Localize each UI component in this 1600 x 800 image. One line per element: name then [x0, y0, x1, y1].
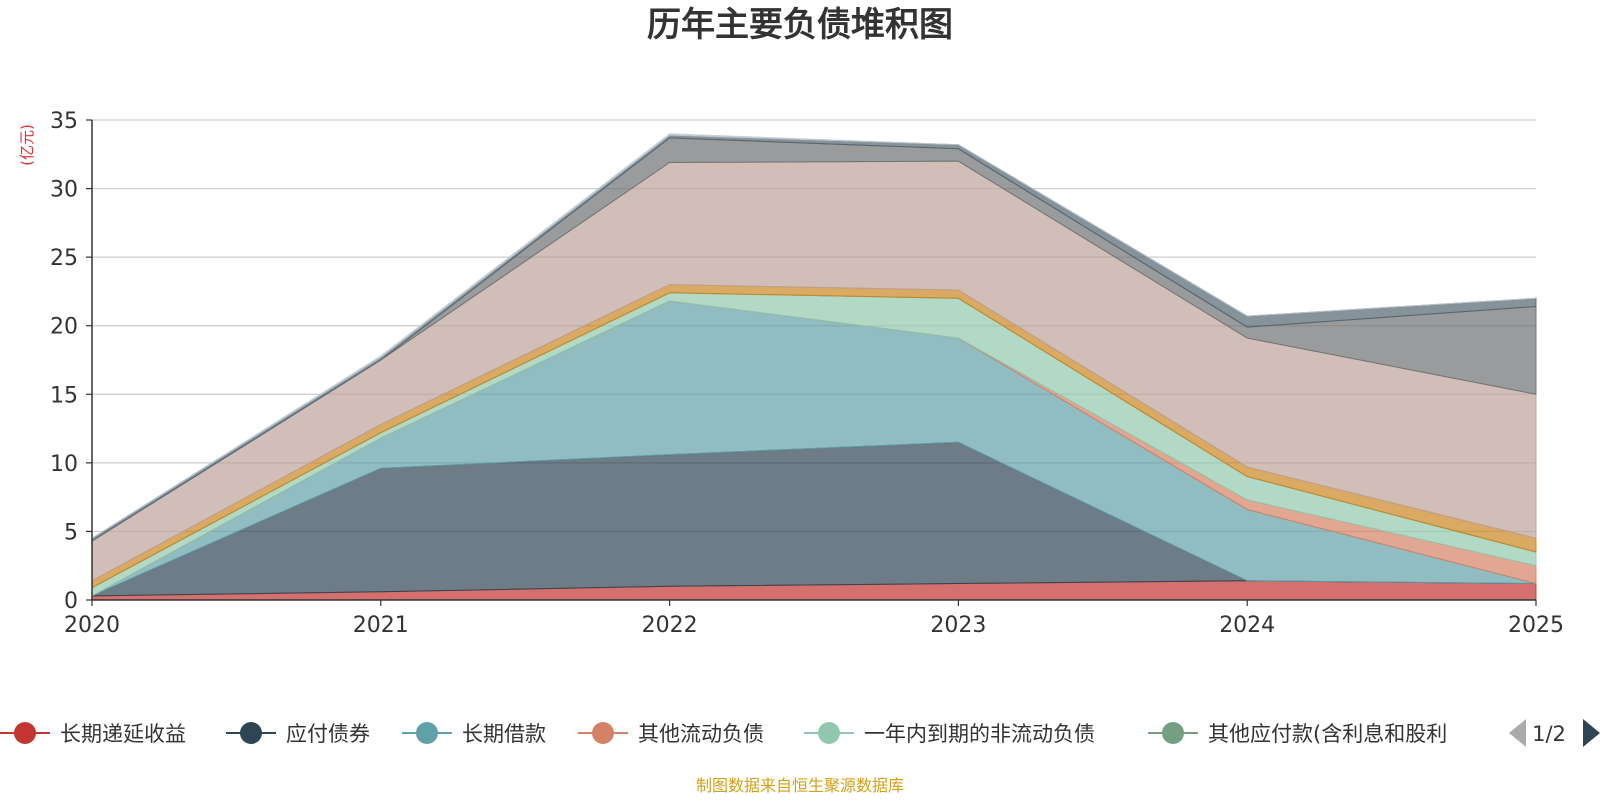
data-source-note: 制图数据来自恒生聚源数据库 — [696, 776, 904, 795]
legend-prev-arrow-icon[interactable] — [1509, 719, 1526, 747]
legend-item[interactable]: 一年内到期的非流动负债 — [804, 722, 1095, 746]
legend-pager: 1/2 — [1509, 719, 1600, 747]
legend-page-indicator: 1/2 — [1532, 722, 1566, 746]
x-tick-label: 2020 — [64, 613, 120, 638]
y-tick-label: 10 — [50, 452, 78, 477]
y-tick-label: 0 — [64, 589, 78, 614]
legend: 长期递延收益 应付债券 长期借款 其他流动负债 一年内到期的非流动负债 其他应付款(含利息… — [0, 722, 1447, 746]
legend-marker — [240, 722, 262, 744]
legend-marker — [592, 722, 614, 744]
legend-label: 一年内到期的非流动负债 — [864, 722, 1095, 746]
legend-item[interactable]: 长期递延收益 — [0, 722, 186, 746]
legend-label: 应付债券 — [286, 722, 370, 746]
legend-label: 其他应付款(含利息和股利 — [1208, 722, 1447, 746]
legend-next-arrow-icon[interactable] — [1583, 719, 1600, 747]
legend-marker — [1162, 722, 1184, 744]
x-tick-label: 2021 — [353, 613, 409, 638]
y-axis-unit-label: (亿元) — [18, 124, 36, 166]
stacked-areas — [91, 133, 1537, 601]
y-tick-label: 35 — [50, 109, 78, 134]
x-tick-label: 2025 — [1508, 613, 1564, 638]
legend-marker — [14, 722, 36, 744]
y-tick-label: 15 — [50, 383, 78, 408]
legend-label: 长期递延收益 — [60, 722, 186, 746]
y-tick-label: 20 — [50, 315, 78, 340]
x-tick-label: 2022 — [642, 613, 698, 638]
chart-title: 历年主要负债堆积图 — [647, 5, 953, 45]
legend-label: 其他流动负债 — [638, 722, 764, 746]
legend-item[interactable]: 应付债券 — [226, 722, 370, 746]
y-tick-label: 5 — [64, 520, 78, 545]
legend-marker — [818, 722, 840, 744]
legend-label: 长期借款 — [462, 722, 546, 746]
legend-marker — [416, 722, 438, 744]
legend-item[interactable]: 其他流动负债 — [578, 722, 764, 746]
y-tick-label: 25 — [50, 246, 78, 271]
legend-item[interactable]: 长期借款 — [402, 722, 546, 746]
area-series — [91, 133, 1537, 539]
x-tick-label: 2024 — [1219, 613, 1275, 638]
legend-item[interactable]: 其他应付款(含利息和股利 — [1148, 722, 1447, 746]
x-tick-label: 2023 — [930, 613, 986, 638]
y-tick-label: 30 — [50, 178, 78, 203]
